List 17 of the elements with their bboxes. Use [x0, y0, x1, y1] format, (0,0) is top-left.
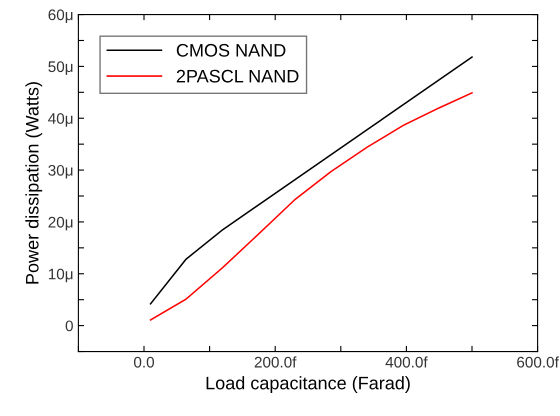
y-tick-label: 60μ — [48, 9, 72, 24]
legend-label: 2PASCL NAND — [176, 70, 298, 83]
line-series — [150, 92, 473, 321]
y-tick-label: 30μ — [48, 164, 72, 179]
x-tick-label: 400.0f — [386, 356, 428, 368]
x-tick-label: 600.0f — [517, 356, 559, 368]
y-axis-title: Power dissipation (Watts) — [25, 82, 42, 284]
y-tick-label: 20μ — [48, 216, 72, 230]
x-tick-label: 0.0 — [134, 356, 154, 368]
line-series — [150, 56, 473, 305]
y-tick-label: 0 — [66, 320, 73, 332]
x-tick-label: 200.0f — [254, 356, 296, 368]
y-tick-label: 10μ — [48, 268, 72, 282]
legend-label: CMOS NAND — [176, 44, 286, 57]
y-tick-label: 50μ — [48, 61, 72, 75]
x-axis-title: Load capacitance (Farad) — [206, 376, 410, 394]
y-tick-label: 40μ — [48, 113, 72, 127]
